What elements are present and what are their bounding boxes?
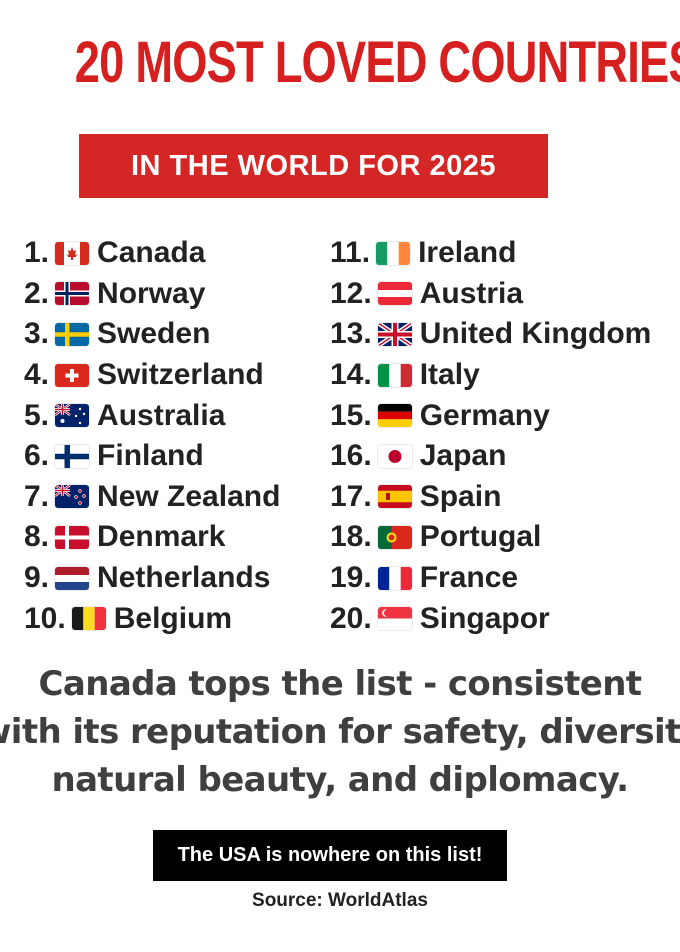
rank-number: 10.	[24, 601, 66, 635]
list-item: 8. Denmark	[24, 517, 280, 558]
spain-flag-icon	[377, 485, 412, 509]
source-credit: Source: WorldAtlas	[252, 890, 428, 911]
rank-number: 12.	[330, 276, 372, 310]
rank-number: 14.	[330, 358, 372, 392]
rank-number: 17.	[330, 479, 372, 513]
country-name: United Kingdom	[419, 317, 652, 351]
rank-number: 5.	[24, 398, 50, 432]
list-item: 2. Norway	[24, 274, 280, 315]
country-name: Norway	[97, 276, 206, 310]
country-name: Japan	[419, 439, 507, 473]
tagline-line: natural beauty, and diplomacy.	[51, 760, 629, 800]
rank-number: 7.	[24, 479, 50, 513]
country-name: Australia	[97, 398, 226, 432]
rank-number: 3.	[24, 317, 50, 351]
norway-flag-icon	[55, 282, 90, 306]
rank-number: 15.	[330, 398, 372, 432]
country-name: Belgium	[113, 601, 233, 635]
rank-number: 4.	[24, 358, 50, 392]
rank-number: 8.	[24, 520, 50, 554]
tagline-text: Canada tops the list - consistent with i…	[0, 660, 680, 804]
list-item: 13. United Kingdom	[330, 314, 651, 355]
ireland-flag-icon	[376, 241, 411, 265]
tagline-line: with its reputation for safety, diversit…	[0, 712, 680, 752]
country-name: Denmark	[97, 520, 226, 554]
switzerland-flag-icon	[55, 363, 90, 387]
denmark-flag-icon	[55, 525, 90, 549]
uk-flag-icon	[377, 322, 412, 346]
belgium-flag-icon	[71, 607, 106, 631]
rank-number: 6.	[24, 439, 50, 473]
country-name: Italy	[419, 358, 480, 392]
list-item: 9. Netherlands	[24, 558, 280, 599]
rank-number: 13.	[330, 317, 372, 351]
list-item: 4. Switzerland	[24, 355, 280, 396]
list-item: 17. Spain	[330, 477, 651, 518]
list-item: 14. Italy	[330, 355, 651, 396]
country-name: New Zealand	[97, 479, 281, 513]
australia-flag-icon	[55, 404, 90, 428]
rank-number: 1.	[24, 236, 50, 270]
sweden-flag-icon	[55, 322, 90, 346]
germany-flag-icon	[377, 404, 412, 428]
list-item: 7. New Zealand	[24, 477, 280, 518]
list-item: 16. Japan	[330, 436, 651, 477]
list-item: 11. Ireland	[330, 233, 651, 274]
subtitle-banner: IN THE WORLD FOR 2025	[79, 134, 548, 198]
country-name: Finland	[97, 439, 204, 473]
list-item: 10. Belgium	[24, 598, 280, 639]
country-name: Germany	[419, 398, 550, 432]
ranking-list-left: 1. Canada 2. Norway 3. Sweden 4. Switzerland…	[24, 233, 280, 639]
list-item: 1. Canada	[24, 233, 280, 274]
portugal-flag-icon	[377, 525, 412, 549]
rank-number: 11.	[330, 236, 371, 270]
austria-flag-icon	[377, 282, 412, 306]
france-flag-icon	[377, 566, 412, 590]
list-item: 3. Sweden	[24, 314, 280, 355]
country-name: Singapor	[419, 601, 550, 635]
list-item: 19. France	[330, 558, 651, 599]
country-name: Portugal	[419, 520, 542, 554]
list-item: 6. Finland	[24, 436, 280, 477]
list-item: 20. Singapor	[330, 598, 651, 639]
canada-flag-icon	[55, 241, 90, 265]
country-name: Spain	[419, 479, 502, 513]
rank-number: 2.	[24, 276, 50, 310]
country-name: Canada	[97, 236, 206, 270]
new-zealand-flag-icon	[55, 485, 90, 509]
country-name: Switzerland	[97, 358, 264, 392]
finland-flag-icon	[55, 444, 90, 468]
italy-flag-icon	[377, 363, 412, 387]
netherlands-flag-icon	[55, 566, 90, 590]
list-item: 12. Austria	[330, 274, 651, 315]
rank-number: 20.	[330, 601, 372, 635]
country-name: Sweden	[97, 317, 211, 351]
headline-title: 20 MOST LOVED COUNTRIES	[74, 30, 680, 95]
list-item: 5. Australia	[24, 395, 280, 436]
rank-number: 18.	[330, 520, 372, 554]
usa-note-badge: The USA is nowhere on this list!	[153, 830, 507, 881]
list-item: 15. Germany	[330, 395, 651, 436]
country-name: France	[419, 561, 519, 595]
list-item: 18. Portugal	[330, 517, 651, 558]
tagline-line: Canada tops the list - consistent	[38, 664, 643, 704]
rank-number: 16.	[330, 439, 372, 473]
rank-number: 9.	[24, 561, 50, 595]
country-name: Austria	[419, 276, 524, 310]
rank-number: 19.	[330, 561, 372, 595]
japan-flag-icon	[377, 444, 412, 468]
ranking-list-right: 11. Ireland 12. Austria 13. United Kingdom …	[330, 233, 651, 639]
country-name: Netherlands	[97, 561, 271, 595]
country-name: Ireland	[418, 236, 517, 270]
singapore-flag-icon	[377, 607, 412, 631]
